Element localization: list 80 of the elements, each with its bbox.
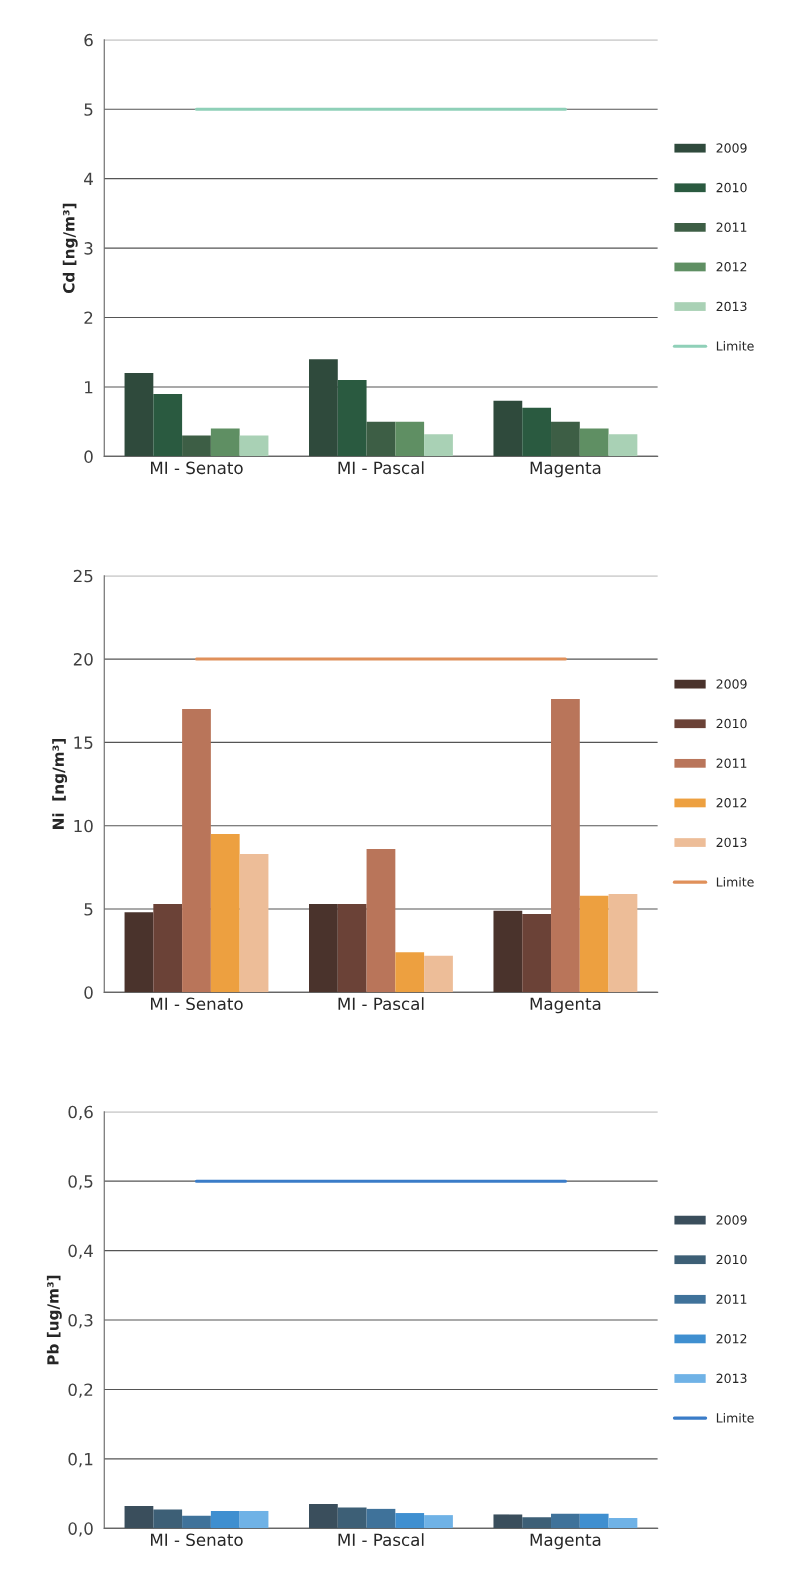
legend-label: 2009	[716, 143, 747, 153]
legend-label: Limite	[716, 1412, 754, 1423]
bar	[337, 904, 367, 993]
bar	[366, 849, 396, 993]
bar	[579, 895, 609, 993]
bar	[239, 854, 269, 993]
bar	[309, 904, 338, 993]
legend-label: 2010	[716, 182, 747, 193]
y-tick-label: 20	[73, 653, 93, 666]
legend-label: 2012	[716, 798, 747, 808]
x-tick-label: Magenta	[530, 461, 601, 478]
x-tick-label: MI - Senato	[151, 1533, 243, 1547]
y-tick-label: 10	[74, 819, 93, 833]
y-tick-label: 0	[84, 986, 93, 999]
legend-label: 2013	[716, 1373, 747, 1384]
legend-label: 2012	[716, 1334, 747, 1344]
y-tick-label: 6	[84, 33, 93, 47]
legend-label: Limite	[716, 341, 754, 351]
x-tick-label: MI - Pascal	[338, 997, 424, 1011]
y-tick-label: 1	[85, 381, 93, 394]
y-tick-label: 4	[84, 172, 93, 185]
bar	[182, 435, 211, 457]
y-tick-label: 15	[74, 736, 93, 749]
bar	[522, 914, 552, 993]
y-tick-label: 0,6	[68, 1105, 93, 1121]
y-tick-label: 5	[84, 103, 93, 116]
x-tick-label: Magenta	[530, 997, 601, 1014]
legend-label: 2013	[716, 301, 747, 312]
legend-label: 2011	[716, 1294, 747, 1304]
legend-label: 2009	[716, 1215, 747, 1225]
legend-label: 2009	[716, 679, 747, 689]
bar	[210, 428, 240, 457]
legend-label: 2013	[716, 837, 747, 848]
bar	[124, 373, 154, 457]
x-tick-label: MI - Senato	[151, 997, 243, 1011]
bar	[182, 709, 211, 993]
y-tick-label: 0,4	[68, 1244, 93, 1259]
bar	[608, 894, 638, 993]
bar	[424, 955, 453, 993]
y-tick-label: 0,3	[68, 1314, 93, 1329]
y-tick-label: 5	[84, 903, 93, 916]
bar	[337, 380, 367, 457]
y-tick-label: 0	[84, 450, 93, 463]
legend-label: 2011	[716, 758, 747, 768]
bar	[239, 435, 269, 457]
y-tick-label: 0,2	[68, 1383, 93, 1398]
bar	[309, 359, 338, 457]
bar	[395, 952, 425, 993]
y-axis-title: Pb [ug/m³]	[46, 1275, 62, 1365]
bar	[551, 699, 580, 993]
bar	[551, 421, 580, 457]
x-tick-label: Magenta	[530, 1533, 601, 1550]
y-tick-label: 0,0	[68, 1522, 93, 1537]
bar	[153, 393, 183, 457]
y-axis-title: Ni [ng/m³]	[52, 739, 68, 829]
legend-label: 2010	[716, 718, 747, 729]
bar	[522, 407, 552, 457]
bar	[608, 434, 638, 457]
x-tick-label: MI - Senato	[151, 461, 243, 475]
legend-label: 2011	[716, 222, 747, 232]
bar	[153, 904, 183, 993]
bar	[210, 834, 240, 993]
y-tick-label: 2	[84, 311, 93, 324]
bar	[366, 421, 396, 457]
y-tick-label: 25	[73, 569, 93, 583]
y-tick-label: 0,5	[68, 1175, 93, 1190]
bar	[579, 428, 609, 457]
x-tick-label: MI - Pascal	[338, 461, 424, 475]
y-axis-title: Cd [ng/m³]	[62, 203, 78, 294]
y-tick-label: 0,1	[68, 1452, 93, 1468]
bar	[493, 910, 523, 993]
y-tick-label: 3	[84, 242, 93, 255]
legend-label: 2012	[716, 262, 747, 272]
bar	[395, 421, 425, 457]
bar	[424, 434, 453, 457]
legend-label: 2010	[716, 1254, 747, 1265]
legend-label: Limite	[716, 877, 754, 887]
x-tick-label: MI - Pascal	[338, 1533, 424, 1547]
bar	[124, 912, 154, 993]
bar	[493, 400, 523, 457]
